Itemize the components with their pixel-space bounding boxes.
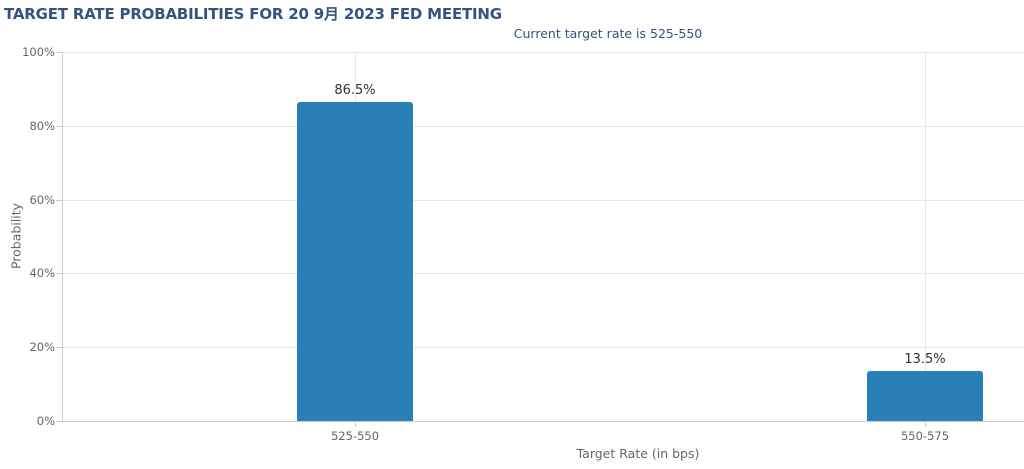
y-tick-label: 20% bbox=[29, 340, 55, 355]
y-tick-label: 100% bbox=[22, 45, 55, 59]
y-tick-mark bbox=[56, 347, 62, 349]
y-axis-line bbox=[62, 52, 63, 421]
y-tick-label: 0% bbox=[36, 414, 55, 428]
x-tick-mark bbox=[355, 421, 356, 427]
x-tick-label: 525-550 bbox=[330, 429, 380, 443]
probability-bar[interactable] bbox=[867, 371, 983, 421]
chart-title: TARGET RATE PROBABILITIES FOR 20 9月 2023… bbox=[4, 5, 502, 23]
y-gridline bbox=[62, 273, 1024, 275]
y-tick-label: 80% bbox=[29, 118, 55, 133]
y-tick-label: 60% bbox=[29, 192, 55, 207]
bar-value-label: 86.5% bbox=[334, 82, 376, 98]
y-gridline bbox=[62, 347, 1024, 349]
x-gridline bbox=[925, 52, 926, 421]
y-tick-mark bbox=[56, 125, 62, 127]
y-tick-mark bbox=[56, 421, 62, 422]
y-tick-label: 40% bbox=[29, 266, 55, 281]
y-gridline bbox=[62, 52, 1024, 53]
y-tick-mark bbox=[56, 52, 62, 53]
bar-value-label: 13.5% bbox=[904, 352, 946, 368]
x-axis-title: Target Rate (in bps) bbox=[576, 446, 700, 461]
y-gridline bbox=[62, 199, 1024, 201]
probability-bar[interactable] bbox=[297, 101, 413, 421]
y-gridline bbox=[62, 421, 1024, 422]
x-tick-label: 550-575 bbox=[900, 429, 950, 443]
x-tick-mark bbox=[925, 421, 926, 427]
y-tick-mark bbox=[56, 199, 62, 201]
y-tick-mark bbox=[56, 273, 62, 275]
chart-subtitle: Current target rate is 525-550 bbox=[513, 26, 703, 41]
y-gridline bbox=[62, 125, 1024, 127]
y-axis-title: Probability bbox=[8, 202, 24, 270]
